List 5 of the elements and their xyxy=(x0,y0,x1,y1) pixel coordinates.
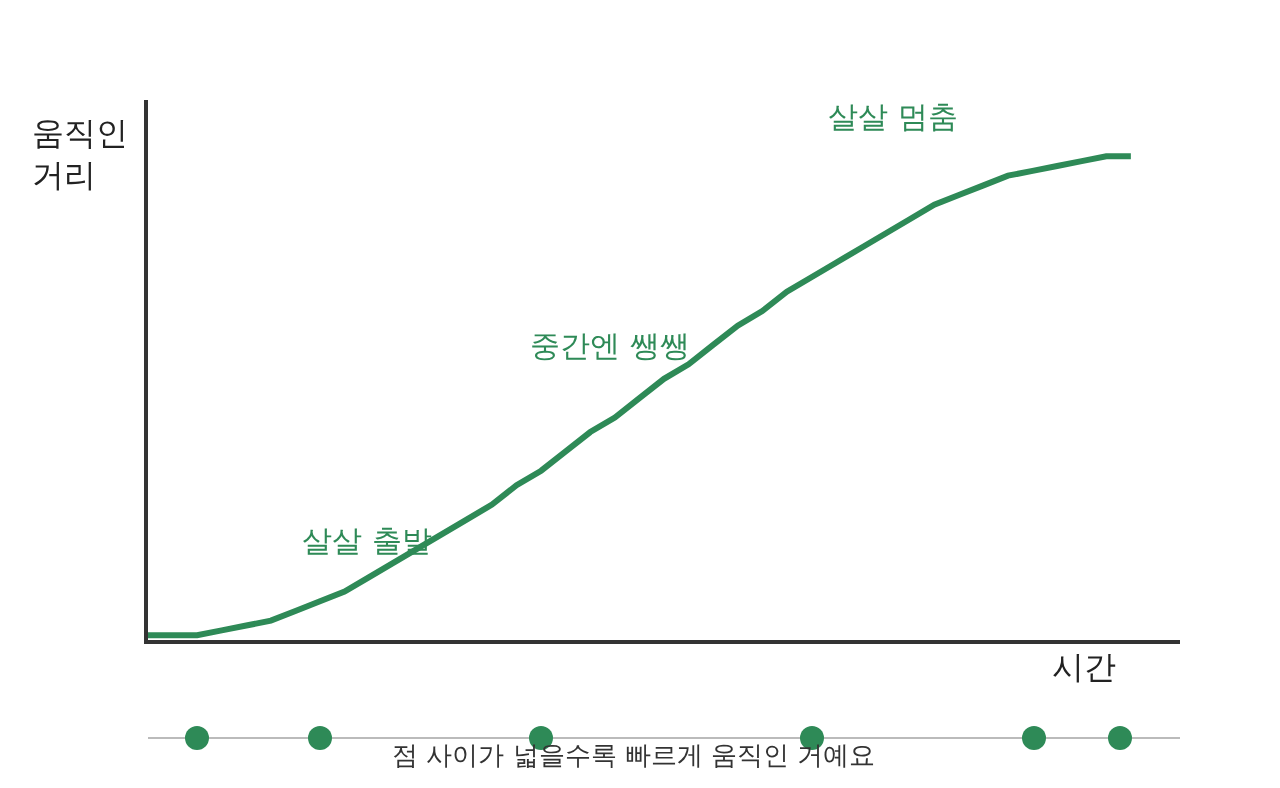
annotation: 중간엔 쌩쌩 xyxy=(530,328,690,363)
text: 살살 멈춤 xyxy=(828,99,958,134)
y-axis-title: 움직인 거리 xyxy=(32,114,128,194)
text: 점 사이가 넓을수록 빠르게 움직인 거예요 xyxy=(392,740,876,770)
x-axis-title: 시간 xyxy=(1052,648,1116,686)
